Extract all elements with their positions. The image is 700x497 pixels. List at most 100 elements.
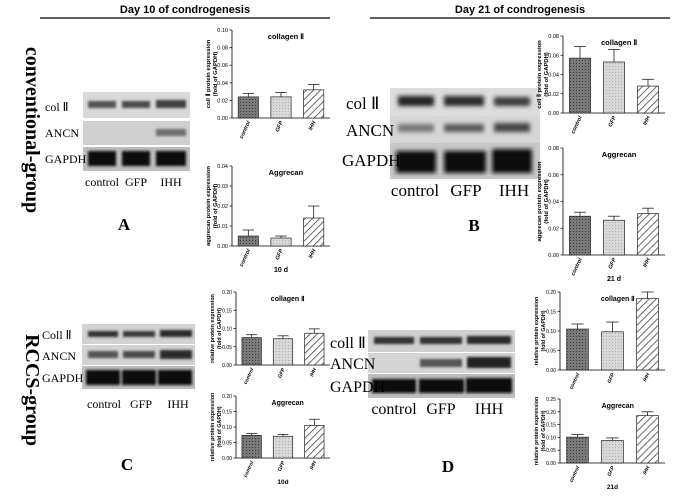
lane-label-a-gfp: GFP xyxy=(125,175,147,189)
lane-label-d-ihh: IHH xyxy=(475,401,504,418)
y-axis-label: relative protein expression xyxy=(210,294,216,363)
x-tick-label: IHH xyxy=(642,114,652,126)
chart-title: collagen Ⅱ xyxy=(601,295,635,303)
y-tick-label: 0.03 xyxy=(217,184,228,190)
y-axis-label: relative protein expression xyxy=(210,393,216,462)
x-tick-label: IHH xyxy=(309,460,318,471)
x-tick-label: control xyxy=(243,460,256,479)
blot-panel-b xyxy=(390,88,540,179)
y-tick-label: 0.00 xyxy=(222,456,232,462)
bar-gfp xyxy=(601,331,624,371)
x-tick-label: control xyxy=(569,372,582,391)
y-axis-label: aggrecan protein expression xyxy=(537,161,543,241)
y-tick-label: 0.10 xyxy=(222,425,232,431)
y-tick-label: 0.10 xyxy=(546,435,556,441)
y-tick-label: 0.20 xyxy=(222,394,232,400)
bar-ihh xyxy=(636,298,659,371)
x-tick-label: IHH xyxy=(308,119,318,131)
y-tick-label: 0.15 xyxy=(546,310,556,316)
lane-label-d-control: control xyxy=(371,401,417,418)
bar-ihh xyxy=(637,85,659,114)
chart-title: Aggrecan xyxy=(602,150,637,159)
y-axis-label-unit: (fold of GAPDH) xyxy=(544,52,550,97)
lane-label-b-gfp: GFP xyxy=(450,181,481,200)
blot-label-c-ancn: ANCN xyxy=(42,349,76,363)
y-axis-label-unit: (fold of GAPDH) xyxy=(213,52,219,97)
bar-gfp xyxy=(270,237,292,247)
y-tick-label: 0.10 xyxy=(222,327,232,333)
bar-ihh xyxy=(303,217,325,247)
x-tick-label: control xyxy=(570,257,584,277)
y-tick-label: 0.04 xyxy=(217,81,228,87)
lane-label-b-control: control xyxy=(391,181,439,200)
header-day21: Day 21 of condrogenesis xyxy=(455,4,585,16)
x-tick-label: GFP xyxy=(275,248,285,261)
y-tick-label: 0.08 xyxy=(548,34,559,40)
x-axis-label: 21 d xyxy=(607,276,621,283)
bar-control xyxy=(237,96,259,119)
y-axis-label: relative protein expression xyxy=(534,297,540,366)
bar-charts: 0.00 0.02 0.04 0.06 0.08 0.10 control GFP IHH col… xyxy=(205,28,665,491)
y-tick-label: 0.25 xyxy=(546,397,556,403)
lane-label-d-gfp: GFP xyxy=(426,401,455,418)
row-label-conventional: conventional-group xyxy=(21,47,43,213)
y-tick-label: 0.02 xyxy=(217,204,228,210)
y-axis-label: aggrecan protein expression xyxy=(206,166,212,246)
blot-label-a-col: col Ⅱ xyxy=(45,100,69,114)
y-axis-label-unit: (fold of GAPDH) xyxy=(544,179,550,224)
header-day10: Day 10 of condrogenesis xyxy=(120,4,250,16)
y-tick-label: 0.06 xyxy=(548,173,559,179)
bar-ihh xyxy=(304,425,325,459)
y-tick-label: 0.05 xyxy=(546,349,556,355)
y-tick-label: 0.06 xyxy=(548,53,559,59)
bar-control xyxy=(241,435,262,459)
x-tick-label: GFP xyxy=(275,120,285,133)
blot-label-b-gapdh: GAPDH xyxy=(342,151,401,170)
panel-letter-c: C xyxy=(121,455,133,474)
y-tick-label: 0.02 xyxy=(548,226,559,232)
bar-control xyxy=(237,235,259,247)
x-tick-label: control xyxy=(569,465,582,484)
x-axis-label: 21d xyxy=(607,484,618,491)
panel-letter-b: B xyxy=(468,216,479,235)
blot-label-a-ancn: ANCN xyxy=(45,126,79,140)
chart-b-aggrecan: 0.00 0.02 0.04 0.06 0.08 control GFP IHH Aggreca… xyxy=(537,146,665,283)
y-tick-label: 0.10 xyxy=(217,28,228,34)
y-tick-label: 0.00 xyxy=(217,116,228,122)
blot-label-d-col: coll Ⅱ xyxy=(330,335,366,352)
x-tick-label: IHH xyxy=(642,372,651,383)
bar-ihh xyxy=(303,89,325,119)
y-axis-label-unit: (fold of GAPDH) xyxy=(541,310,547,351)
bar-gfp xyxy=(603,219,625,256)
bar-gfp xyxy=(272,338,294,366)
x-tick-label: IHH xyxy=(309,367,318,378)
blot-label-b-col: col Ⅱ xyxy=(346,94,379,113)
y-tick-label: 0.10 xyxy=(546,329,556,335)
bar-gfp xyxy=(601,440,624,464)
lane-label-b-ihh: IHH xyxy=(499,181,529,200)
chart-c-aggrecan: 0.00 0.05 0.10 0.15 0.20 control GFP IHH Aggreca… xyxy=(210,393,330,486)
chart-d-collagen: 0.00 0.05 0.10 0.15 0.20 control GFP IHH collage… xyxy=(534,290,665,390)
chart-title: collagen Ⅱ xyxy=(601,38,638,47)
y-tick-label: 0.04 xyxy=(548,200,559,206)
y-tick-label: 0.15 xyxy=(222,308,232,314)
y-tick-label: 0.02 xyxy=(548,92,559,98)
y-tick-label: 0.20 xyxy=(222,290,232,296)
bar-ihh xyxy=(636,415,659,464)
blot-panel-c xyxy=(82,324,195,389)
blot-label-d-ancn: ANCN xyxy=(330,356,376,373)
x-tick-label: IHH xyxy=(642,256,652,268)
y-axis-label-unit: (fold of GAPDH) xyxy=(213,184,219,229)
blot-label-c-col: Coll Ⅱ xyxy=(42,328,72,342)
y-tick-label: 0.00 xyxy=(548,253,559,259)
y-tick-label: 0.20 xyxy=(546,290,556,296)
lane-label-c-control: control xyxy=(87,397,122,411)
chart-a-collagen: 0.00 0.02 0.04 0.06 0.08 0.10 control GFP IHH col… xyxy=(205,28,330,140)
y-tick-label: 0.00 xyxy=(548,111,559,117)
x-tick-label: GFP xyxy=(606,372,616,385)
chart-title: collagen Ⅱ xyxy=(271,295,305,303)
bar-ihh xyxy=(304,332,325,366)
chart-b-collagen: 0.00 0.02 0.04 0.06 0.08 control GFP IHH collage… xyxy=(536,34,665,135)
blot-label-b-ancn: ANCN xyxy=(346,121,394,140)
